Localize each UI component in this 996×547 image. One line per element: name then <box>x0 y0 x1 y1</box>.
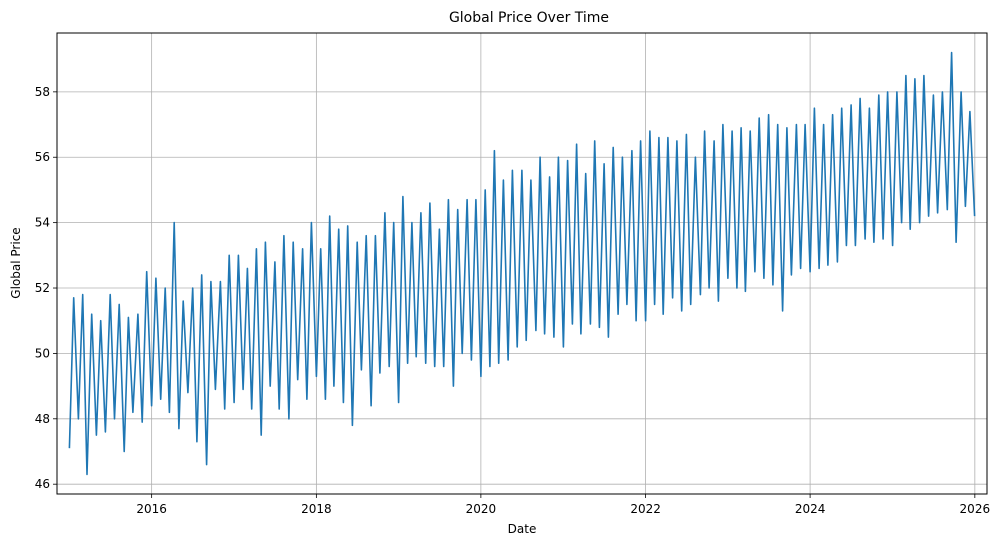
y-tick-label: 46 <box>35 477 50 491</box>
x-tick-label: 2018 <box>301 502 332 516</box>
x-tick-label: 2022 <box>630 502 661 516</box>
x-tick-label: 2020 <box>466 502 497 516</box>
y-axis-ticks: 46 48 50 52 54 56 58 <box>35 85 57 491</box>
x-tick-label: 2026 <box>960 502 991 516</box>
y-tick-label: 54 <box>35 216 50 230</box>
x-axis-ticks: 2016 2018 2020 2022 2024 2026 <box>136 494 990 516</box>
y-tick-label: 58 <box>35 85 50 99</box>
x-axis-title: Date <box>508 522 537 536</box>
y-axis-title: Global Price <box>9 227 23 298</box>
x-tick-label: 2016 <box>136 502 167 516</box>
y-tick-label: 50 <box>35 346 50 360</box>
x-tick-label: 2024 <box>795 502 826 516</box>
y-tick-label: 48 <box>35 412 50 426</box>
series-layer <box>68 51 976 476</box>
y-tick-label: 52 <box>35 281 50 295</box>
plot-area-frame <box>56 32 988 495</box>
chart-title: Global Price Over Time <box>449 10 609 26</box>
y-tick-label: 56 <box>35 150 50 164</box>
series-line <box>68 51 976 476</box>
